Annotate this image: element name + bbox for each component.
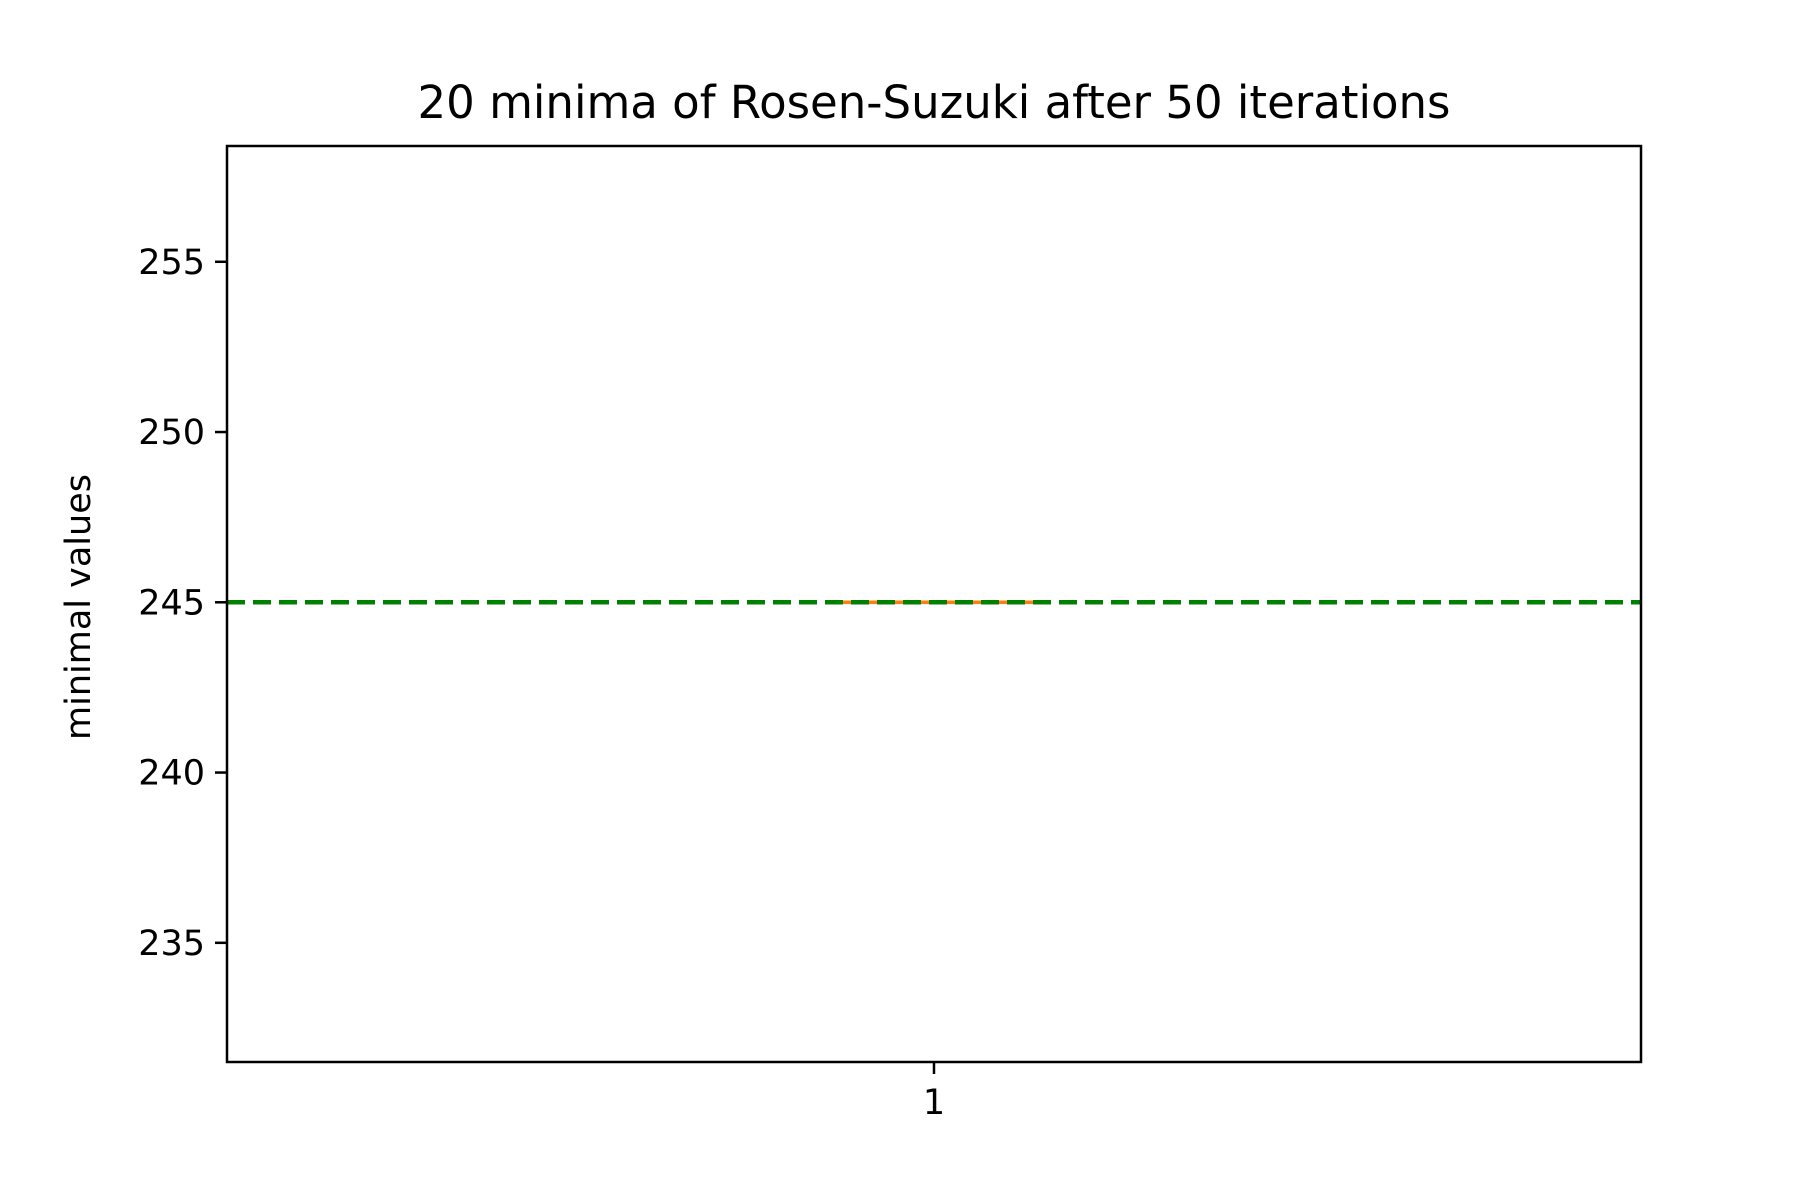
y-axis-label: minimal values <box>59 474 99 740</box>
x-tick-label: 1 <box>923 1083 945 1123</box>
chart-title: 20 minima of Rosen-Suzuki after 50 itera… <box>418 76 1451 129</box>
y-tick-label: 235 <box>138 924 205 964</box>
y-tick-label: 255 <box>138 243 205 283</box>
plot-area: 235 240 245 250 255 1 <box>138 243 1641 1123</box>
plot-frame <box>225 144 1643 1064</box>
y-tick-label: 250 <box>138 413 205 453</box>
y-tick-label: 245 <box>138 583 205 623</box>
y-tick-label: 240 <box>138 754 205 794</box>
